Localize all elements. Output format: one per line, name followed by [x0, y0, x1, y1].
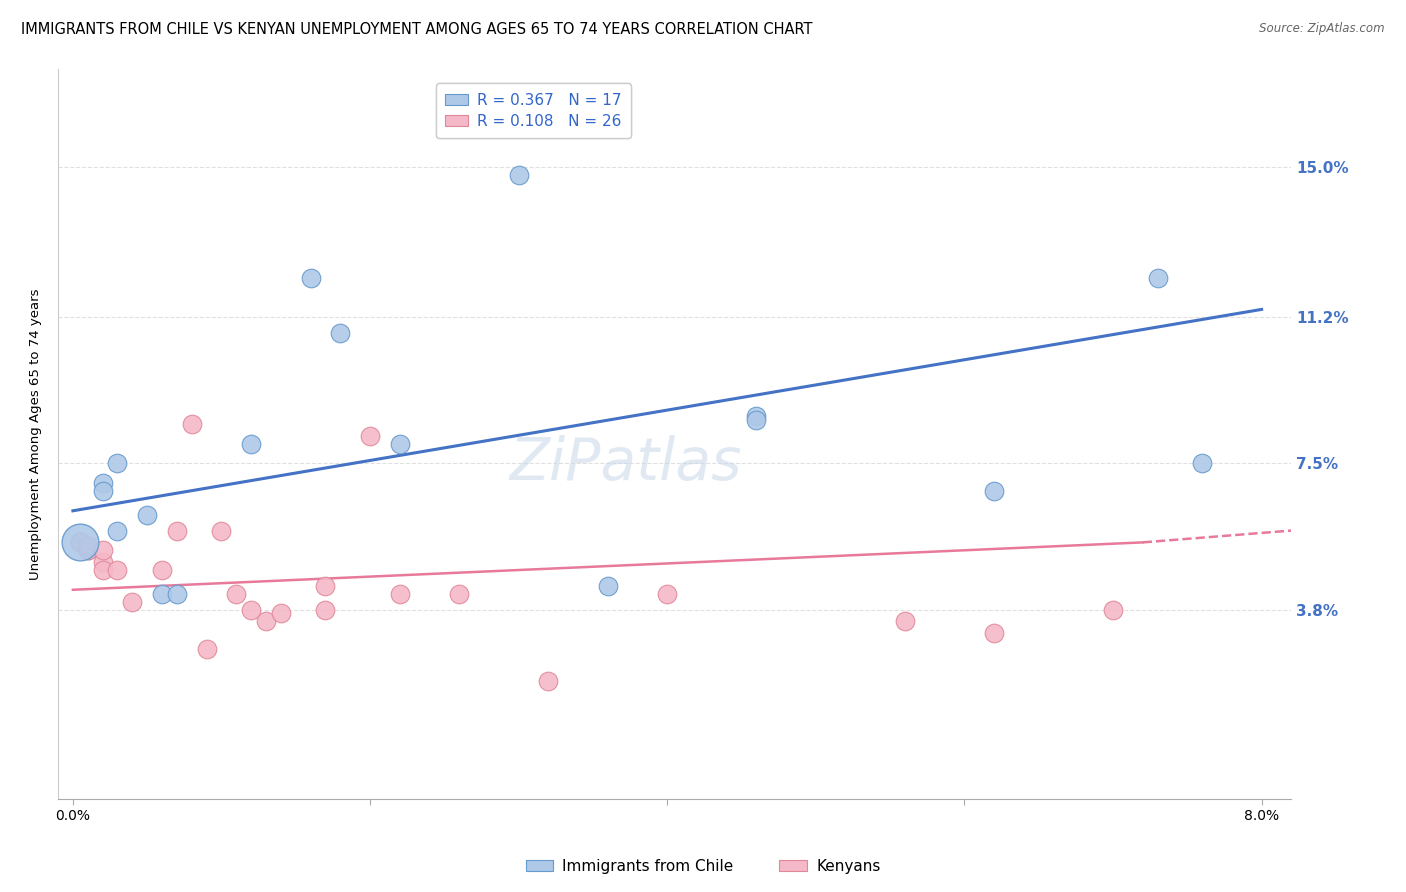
Point: [894, 615, 917, 629]
Point: [254, 615, 277, 629]
Point: [150, 563, 173, 577]
Point: [136, 508, 159, 522]
Point: [508, 168, 530, 182]
Point: [388, 587, 411, 601]
Point: [180, 417, 202, 431]
Point: [166, 587, 188, 601]
Point: [195, 642, 218, 657]
Point: [388, 436, 411, 450]
Point: [315, 579, 337, 593]
Point: [657, 587, 679, 601]
Point: [596, 579, 619, 593]
Point: [76, 543, 98, 558]
Point: [537, 673, 560, 688]
Legend: Immigrants from Chile, Kenyans: Immigrants from Chile, Kenyans: [519, 853, 887, 880]
Point: [983, 484, 1005, 499]
Point: [91, 555, 114, 569]
Point: [107, 457, 129, 471]
Point: [91, 543, 114, 558]
Y-axis label: Unemployment Among Ages 65 to 74 years: Unemployment Among Ages 65 to 74 years: [30, 288, 42, 580]
Point: [76, 539, 98, 553]
Point: [69, 535, 91, 549]
Point: [69, 535, 91, 549]
Text: Source: ZipAtlas.com: Source: ZipAtlas.com: [1260, 22, 1385, 36]
Point: [315, 602, 337, 616]
Point: [107, 524, 129, 538]
Point: [91, 476, 114, 491]
Point: [1102, 602, 1125, 616]
Point: [76, 543, 98, 558]
Point: [270, 607, 292, 621]
Point: [745, 409, 768, 423]
Point: [240, 602, 263, 616]
Text: IMMIGRANTS FROM CHILE VS KENYAN UNEMPLOYMENT AMONG AGES 65 TO 74 YEARS CORRELATI: IMMIGRANTS FROM CHILE VS KENYAN UNEMPLOY…: [21, 22, 813, 37]
Point: [1146, 270, 1168, 285]
Point: [121, 594, 143, 608]
Point: [449, 587, 471, 601]
Point: [166, 524, 188, 538]
Point: [359, 429, 381, 443]
Point: [1191, 457, 1213, 471]
Point: [150, 587, 173, 601]
Text: ZiPatlas: ZiPatlas: [509, 434, 741, 491]
Point: [983, 626, 1005, 640]
Point: [745, 413, 768, 427]
Legend: R = 0.367   N = 17, R = 0.108   N = 26: R = 0.367 N = 17, R = 0.108 N = 26: [436, 84, 630, 138]
Point: [225, 587, 247, 601]
Point: [240, 436, 263, 450]
Point: [91, 563, 114, 577]
Point: [91, 484, 114, 499]
Point: [107, 563, 129, 577]
Point: [299, 270, 322, 285]
Point: [329, 326, 352, 340]
Point: [69, 535, 91, 549]
Point: [211, 524, 233, 538]
